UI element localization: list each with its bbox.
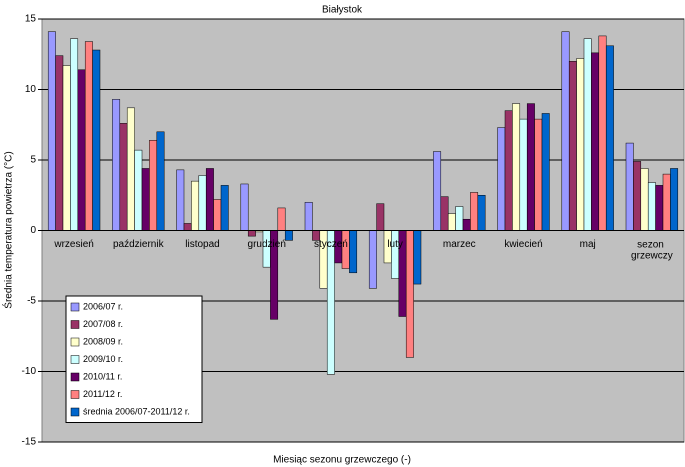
bar (576, 58, 585, 231)
bar (368, 230, 377, 289)
bar (126, 107, 135, 231)
bar (62, 65, 71, 231)
y-tick-label: -10 (22, 366, 37, 377)
bar (183, 223, 192, 231)
legend-swatch (70, 337, 80, 347)
bar (84, 41, 93, 231)
legend-swatch (70, 320, 80, 329)
bar (112, 99, 121, 231)
x-tick-label: grudzień (248, 239, 286, 250)
legend-swatch (70, 355, 80, 364)
bar (640, 168, 649, 231)
chart-title: Białystok (322, 5, 363, 16)
bar (92, 49, 101, 231)
bar (670, 168, 679, 231)
bar (591, 52, 600, 231)
bar (391, 230, 400, 279)
bar (583, 38, 592, 231)
bar (77, 69, 86, 231)
bar (512, 103, 521, 231)
x-tick-label-line: grzewczy (631, 250, 673, 261)
bar (568, 61, 577, 231)
bar (191, 180, 200, 231)
x-tick-label: luty (387, 239, 403, 250)
x-tick-label: marzec (443, 239, 476, 250)
bar (277, 207, 286, 231)
bar (647, 182, 656, 231)
bar (561, 31, 570, 231)
bar (526, 103, 535, 231)
bar (55, 55, 64, 231)
bar (405, 230, 414, 358)
bar (440, 196, 449, 231)
legend-box (65, 295, 203, 423)
legend-label: 2011/12 r. (83, 389, 122, 399)
bar (149, 140, 158, 231)
bar (413, 230, 422, 285)
bar (462, 218, 471, 231)
legend-label: 2010/11 r. (83, 371, 122, 381)
bar (70, 38, 79, 231)
legend-label: 2009/10 r. (83, 354, 123, 364)
bar (497, 127, 506, 231)
x-axis-title: Miesiąc sezonu grzewczego (-) (273, 455, 411, 466)
bar (433, 151, 442, 231)
legend-swatch (70, 372, 80, 382)
bar (376, 203, 385, 231)
x-tick-label: styczeń (314, 239, 348, 250)
y-tick-label: 15 (25, 14, 37, 25)
bar (470, 192, 479, 231)
bar (662, 173, 671, 231)
bar (477, 195, 486, 231)
x-tick-label: październik (113, 239, 165, 250)
bar (47, 31, 56, 231)
bar (455, 206, 464, 231)
x-tick-label: sezon grzewczy (631, 239, 673, 261)
y-tick-label: 5 (30, 155, 36, 166)
y-axis-title: Średnia temperatura powietrza (°C) (2, 151, 15, 308)
x-tick-label-line: sezon (637, 239, 666, 250)
bar (284, 230, 293, 241)
bar (198, 175, 207, 231)
legend-label: 2006/07 r. (83, 301, 123, 311)
x-tick-label: listopad (185, 239, 219, 250)
legend-label: średnia 2006/07-2011/12 r. (83, 406, 190, 416)
x-tick-label: kwiecień (504, 239, 542, 250)
bar (519, 118, 528, 231)
legend-label: 2008/09 r. (83, 336, 123, 346)
bar (633, 161, 642, 231)
bar (134, 149, 143, 231)
legend-swatch (70, 302, 80, 312)
bar (119, 123, 128, 231)
legend-swatch (70, 407, 80, 417)
bar (655, 185, 664, 231)
x-tick-label: maj (580, 239, 596, 250)
bar (534, 118, 543, 231)
bar (605, 45, 614, 231)
x-tick-label: wrzesień (53, 239, 93, 250)
y-tick-label: 10 (25, 84, 37, 95)
bar (625, 142, 634, 231)
bar (326, 230, 335, 375)
bar (447, 213, 456, 231)
bar (504, 110, 513, 231)
y-tick-label: 0 (30, 225, 36, 236)
bar (247, 230, 256, 237)
bar (141, 168, 150, 231)
bar (598, 35, 607, 231)
bar (541, 113, 550, 231)
bar (349, 230, 358, 274)
bar (156, 131, 165, 231)
legend-swatch (70, 390, 80, 399)
y-tick-label: -5 (27, 296, 36, 307)
bar (213, 199, 222, 231)
bar (220, 185, 229, 231)
bar (176, 169, 185, 231)
y-tick-label: -15 (22, 437, 37, 448)
bar (205, 168, 214, 231)
bar (240, 183, 249, 231)
bar (304, 202, 313, 231)
legend-label: 2007/08 r. (83, 319, 123, 329)
